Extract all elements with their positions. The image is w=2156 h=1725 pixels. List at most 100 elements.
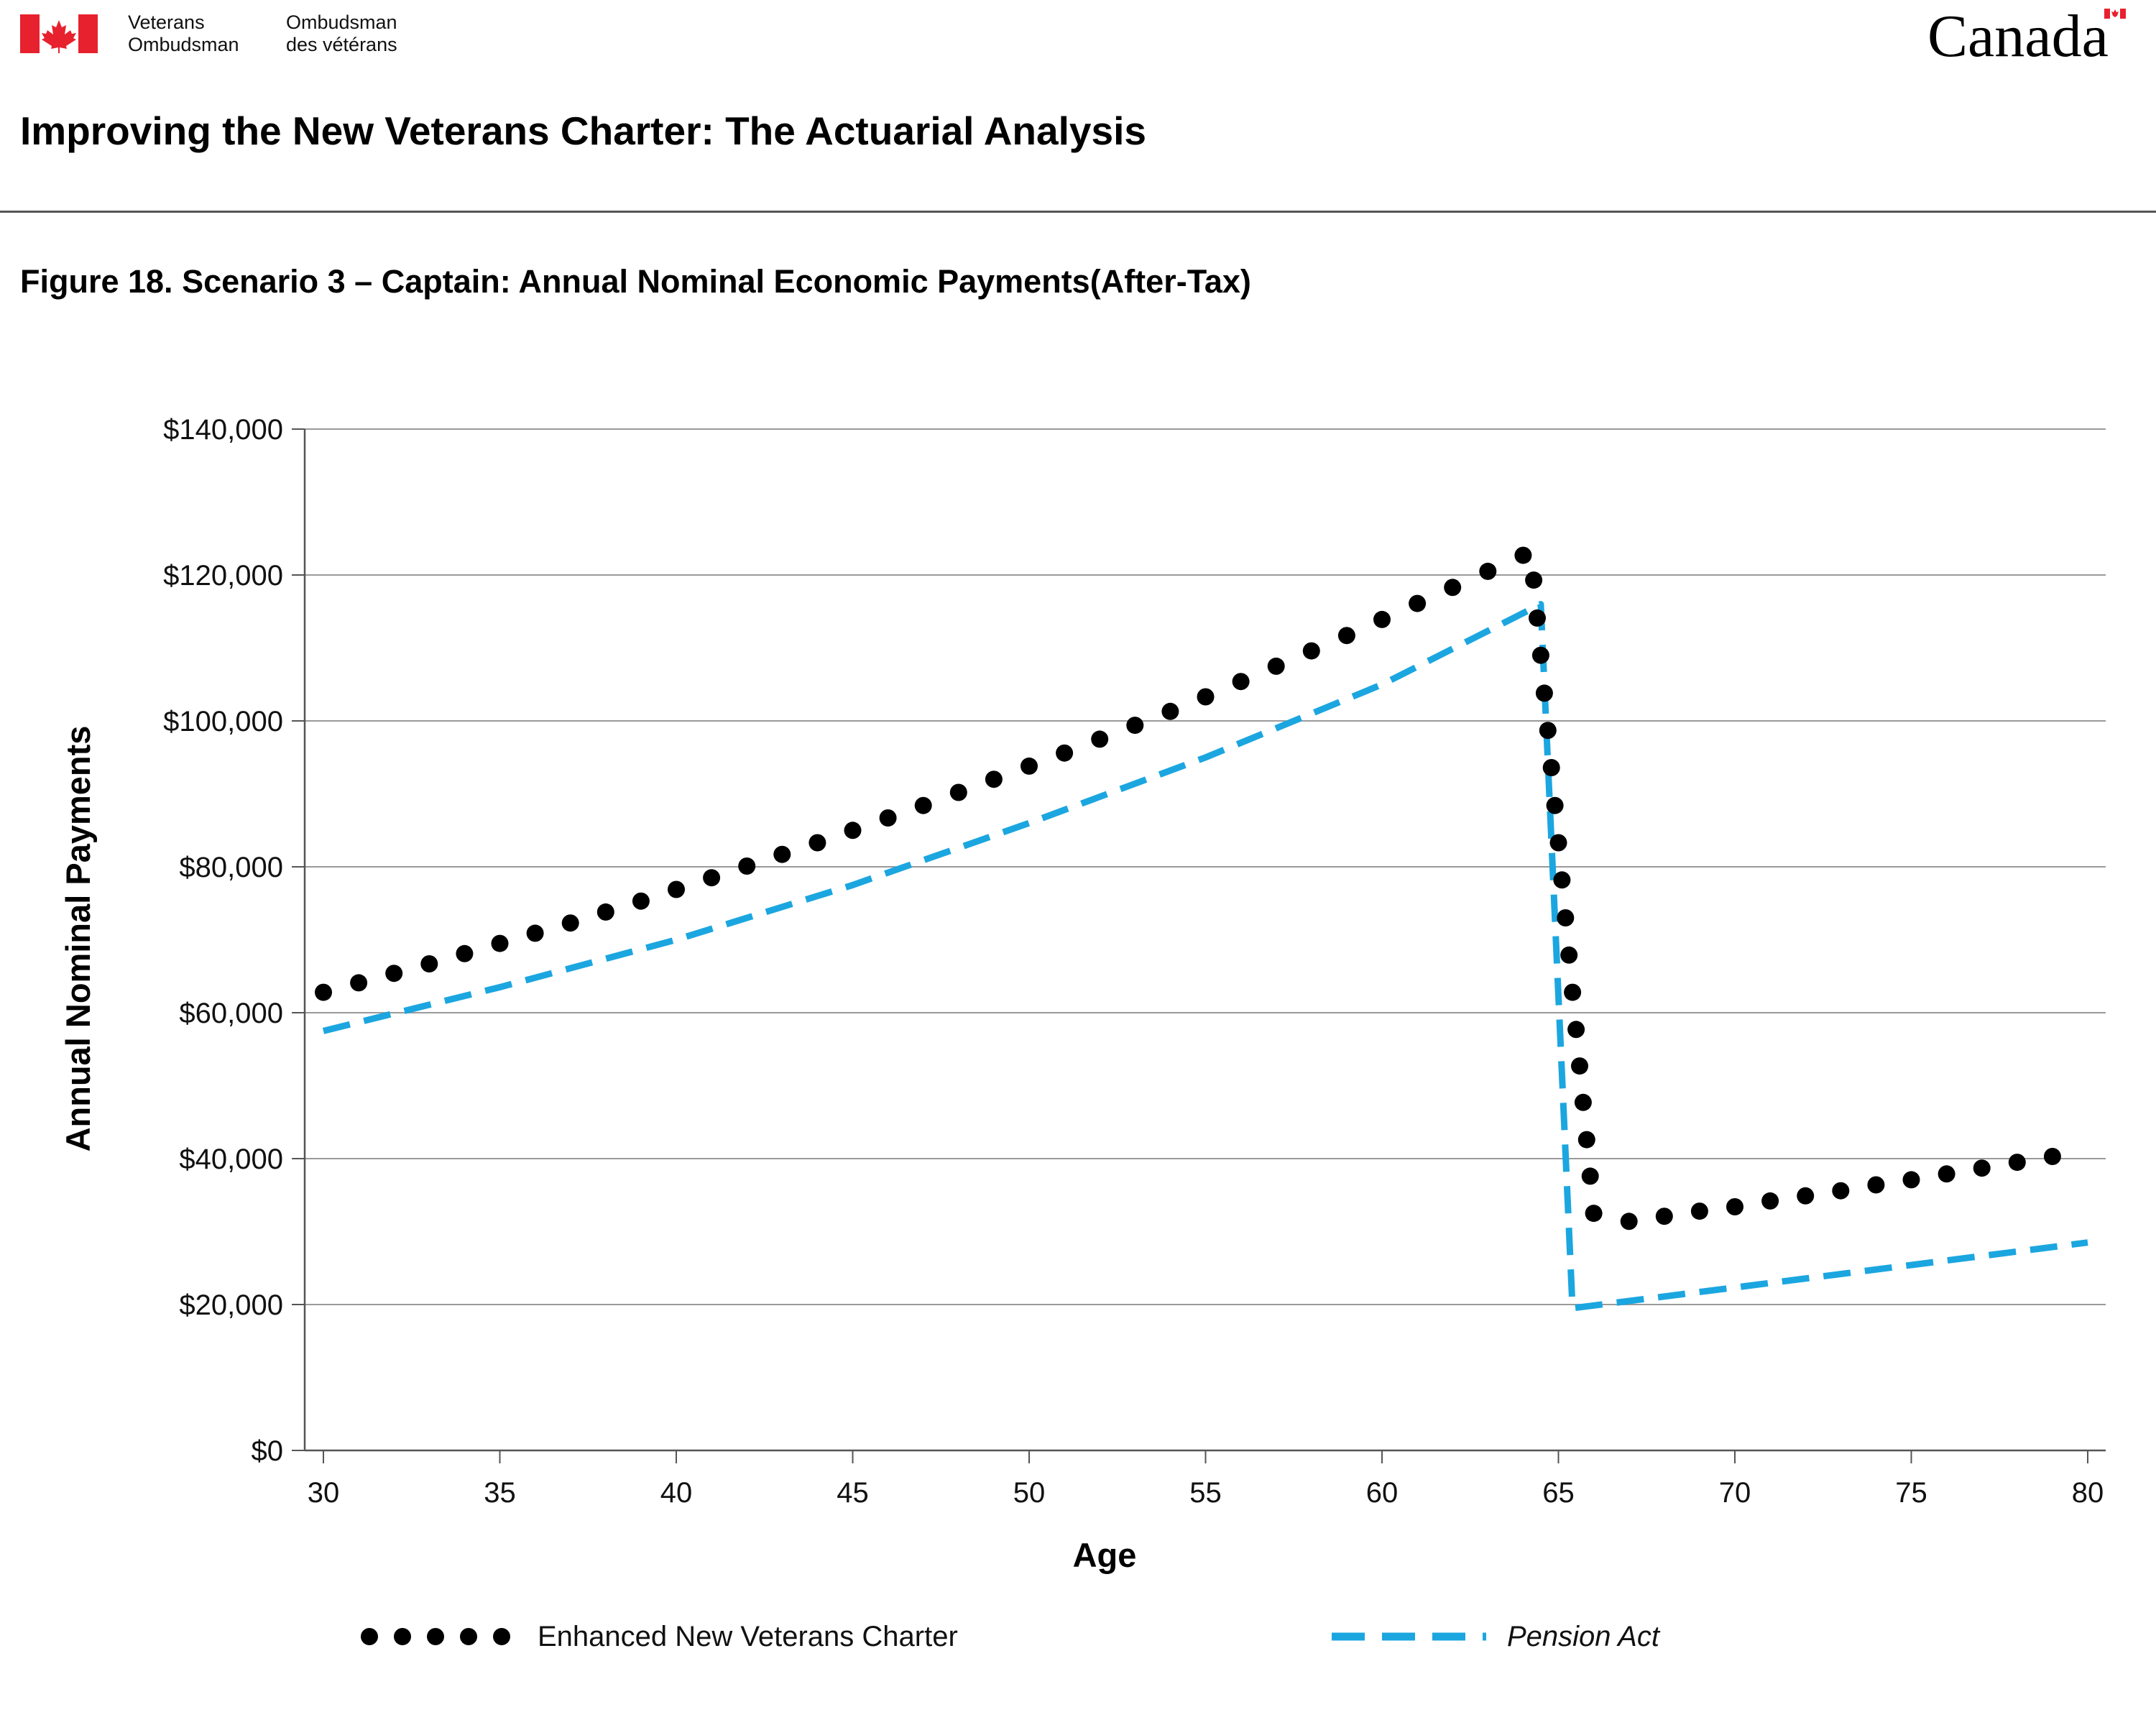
legend-dot (460, 1628, 477, 1645)
y-tick-label: $0 (252, 1435, 284, 1467)
data-point-enhanced-nvc (1529, 609, 1546, 627)
legend-dot (361, 1628, 378, 1645)
x-tick-label: 30 (308, 1477, 340, 1509)
data-point-enhanced-nvc (1337, 627, 1355, 645)
x-tick-label: 70 (1719, 1477, 1751, 1509)
data-point-enhanced-nvc (914, 796, 932, 814)
gridlines (305, 428, 2106, 1305)
figure-title: Figure 18. Scenario 3 – Captain: Annual … (20, 263, 1251, 300)
document-title: Improving the New Veterans Charter: The … (20, 109, 1146, 153)
data-point-enhanced-nvc (1232, 673, 1250, 691)
data-point-enhanced-nvc (1557, 909, 1575, 926)
data-point-enhanced-nvc (1581, 1167, 1599, 1185)
data-point-enhanced-nvc (1126, 717, 1144, 735)
axes: $0 $20,000 $40,000 $60,000 $80,000 $100,000 $1… (163, 414, 2106, 1509)
data-point-enhanced-nvc (1797, 1187, 1815, 1205)
canada-flag-icon (20, 14, 98, 53)
series (315, 546, 2088, 1312)
data-point-enhanced-nvc (1056, 744, 1074, 762)
data-point-enhanced-nvc (1549, 834, 1567, 852)
y-tick-label: $140,000 (163, 414, 283, 446)
canada-wordmark: Canada (1927, 3, 2126, 65)
y-axis-label: Annual Nominal Payments (59, 726, 97, 1152)
data-point-enhanced-nvc (1867, 1176, 1885, 1194)
data-point-enhanced-nvc (1655, 1208, 1673, 1225)
data-point-enhanced-nvc (1525, 571, 1543, 589)
org-en-line1: Veterans (128, 12, 205, 33)
data-point-enhanced-nvc (1091, 730, 1109, 748)
y-tick-label: $120,000 (163, 560, 283, 592)
data-point-enhanced-nvc (350, 974, 368, 992)
x-tick-label: 45 (837, 1477, 869, 1509)
x-tick-label: 80 (2072, 1477, 2104, 1509)
data-point-enhanced-nvc (844, 822, 862, 840)
legend-label-enhanced-nvc: Enhanced New Veterans Charter (538, 1621, 958, 1652)
data-point-enhanced-nvc (738, 857, 756, 875)
data-point-enhanced-nvc (1577, 1131, 1595, 1149)
data-point-enhanced-nvc (1197, 688, 1215, 706)
data-point-enhanced-nvc (1585, 1205, 1603, 1223)
data-point-enhanced-nvc (632, 892, 650, 910)
data-point-enhanced-nvc (985, 770, 1003, 788)
legend-dot (427, 1628, 444, 1645)
x-axis-label: Age (1073, 1536, 1137, 1574)
x-tick-label: 55 (1189, 1477, 1222, 1509)
legend-label-pension-act: Pension Act (1507, 1621, 1661, 1652)
series-line-pension-act (322, 601, 2088, 1312)
data-point-enhanced-nvc (1267, 657, 1285, 675)
data-point-enhanced-nvc (1409, 594, 1427, 612)
data-point-enhanced-nvc (1902, 1171, 1920, 1189)
x-tick-label: 65 (1542, 1477, 1575, 1509)
data-point-enhanced-nvc (668, 880, 685, 898)
data-point-enhanced-nvc (2008, 1154, 2026, 1172)
data-point-enhanced-nvc (1514, 546, 1532, 564)
data-point-enhanced-nvc (561, 914, 579, 932)
legend: Enhanced New Veterans Charter Pension Ac… (361, 1621, 1661, 1652)
data-point-enhanced-nvc (456, 944, 474, 962)
data-point-enhanced-nvc (1832, 1182, 1850, 1200)
data-point-enhanced-nvc (1373, 610, 1391, 628)
y-tick-label: $60,000 (179, 998, 283, 1029)
data-point-enhanced-nvc (1535, 684, 1553, 702)
legend-dot (394, 1628, 411, 1645)
data-point-enhanced-nvc (1761, 1192, 1779, 1210)
data-point-enhanced-nvc (1938, 1165, 1955, 1183)
data-point-enhanced-nvc (1539, 722, 1557, 740)
data-point-enhanced-nvc (808, 834, 826, 852)
canada-wordmark-text: Canada (1927, 3, 2109, 65)
data-point-enhanced-nvc (596, 903, 614, 921)
data-point-enhanced-nvc (1161, 702, 1179, 720)
data-point-enhanced-nvc (420, 955, 438, 972)
data-point-enhanced-nvc (491, 934, 509, 952)
org-name-english: Veterans Ombudsman (128, 12, 239, 56)
data-point-enhanced-nvc (1479, 562, 1497, 580)
data-point-enhanced-nvc (1567, 1021, 1585, 1039)
y-tick-label: $100,000 (163, 706, 283, 737)
data-point-enhanced-nvc (1620, 1213, 1638, 1230)
x-tick-label: 50 (1013, 1477, 1046, 1509)
data-point-enhanced-nvc (1564, 983, 1582, 1001)
y-tick-label: $40,000 (179, 1144, 283, 1175)
data-point-enhanced-nvc (703, 869, 721, 887)
org-fr-line2: des vétérans (286, 34, 397, 55)
y-tick-label: $20,000 (179, 1289, 283, 1321)
data-point-enhanced-nvc (1571, 1057, 1588, 1075)
org-fr-line1: Ombudsman (286, 12, 397, 33)
org-name-french: Ombudsman des vétérans (286, 12, 397, 56)
data-point-enhanced-nvc (1531, 646, 1549, 664)
legend-dot (493, 1628, 510, 1645)
data-point-enhanced-nvc (1726, 1198, 1743, 1215)
org-en-line2: Ombudsman (128, 34, 239, 55)
data-point-enhanced-nvc (1973, 1159, 1991, 1177)
data-point-enhanced-nvc (949, 783, 967, 801)
data-point-enhanced-nvc (2043, 1148, 2061, 1165)
data-point-enhanced-nvc (1444, 579, 1462, 597)
data-point-enhanced-nvc (1560, 946, 1578, 964)
data-point-enhanced-nvc (773, 845, 791, 863)
data-point-enhanced-nvc (1302, 642, 1320, 660)
y-tick-label: $80,000 (179, 852, 283, 883)
data-point-enhanced-nvc (526, 924, 544, 942)
x-tick-label: 35 (484, 1477, 516, 1509)
data-point-enhanced-nvc (879, 809, 897, 827)
